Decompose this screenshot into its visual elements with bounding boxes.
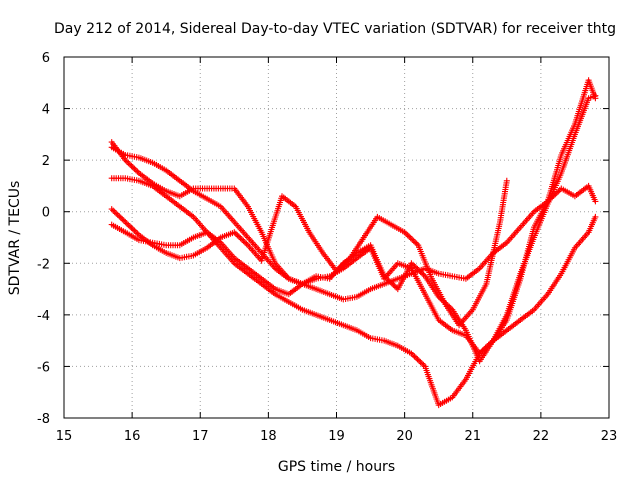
x-tick-label: 21 (464, 429, 481, 444)
plot-frame (63, 56, 610, 419)
data-point (592, 213, 599, 220)
y-tick-label: -6 (37, 360, 50, 375)
y-tick-label: 2 (42, 154, 50, 169)
series-track-5 (108, 177, 510, 329)
grid (64, 57, 609, 418)
ticks: 15 16 17 18 19 20 21 22 23 -8 -6 -4 -2 0 2 4 6 (37, 51, 617, 444)
chart-title: Day 212 of 2014, Sidereal Day-to-day VTE… (54, 21, 616, 37)
series-line (111, 95, 596, 363)
series (108, 77, 599, 409)
series-track-3 (108, 92, 599, 365)
x-tick-label: 18 (260, 429, 277, 444)
data-point (592, 95, 599, 102)
x-tick-label: 22 (533, 429, 550, 444)
y-tick-label: 6 (42, 51, 50, 66)
y-tick-label: 4 (42, 103, 50, 118)
y-tick-label: -8 (37, 412, 50, 427)
data-point (503, 177, 510, 184)
series-track-1 (108, 144, 599, 303)
series-line (111, 78, 596, 355)
x-tick-label: 17 (192, 429, 209, 444)
x-tick-label: 20 (396, 429, 413, 444)
x-tick-label: 23 (601, 429, 618, 444)
y-axis-label: SDTVAR / TECUs (7, 181, 23, 296)
series-track-4 (108, 77, 599, 357)
y-tick-label: -2 (37, 257, 50, 272)
x-axis-label: GPS time / hours (278, 459, 395, 475)
x-tick-label: 16 (124, 429, 141, 444)
data-point (592, 198, 599, 205)
y-tick-label: 0 (42, 206, 50, 221)
x-tick-label: 15 (56, 429, 73, 444)
series-track-2 (108, 175, 599, 409)
y-tick-label: -4 (37, 309, 50, 324)
x-tick-label: 19 (328, 429, 345, 444)
